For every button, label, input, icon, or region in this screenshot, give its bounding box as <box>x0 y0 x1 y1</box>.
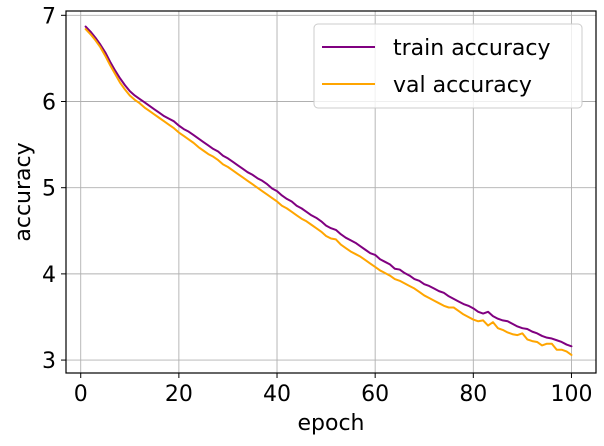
y-tick-label: 3 <box>42 349 56 374</box>
x-tick-label: 20 <box>165 382 193 407</box>
legend-box <box>313 23 583 109</box>
y-axis-label: accuracy <box>11 142 36 241</box>
series-line-train-accuracy <box>84 25 573 348</box>
legend-label-train-accuracy: train accuracy <box>393 36 550 61</box>
legend: train accuracy val accuracy <box>313 23 583 109</box>
x-tick-label: 80 <box>459 382 487 407</box>
x-axis-label: epoch <box>298 411 365 436</box>
series-lines <box>84 25 573 356</box>
x-tick-label: 100 <box>550 382 592 407</box>
x-tick-label: 40 <box>263 382 291 407</box>
y-tick-label: 4 <box>42 263 56 288</box>
x-tick-label: 0 <box>74 382 88 407</box>
y-tick-label: 5 <box>42 177 56 202</box>
plot-frame <box>65 10 597 374</box>
axis-ticks: 0 20 40 60 80 100 3 4 5 6 7 <box>42 4 592 407</box>
legend-label-val-accuracy: val accuracy <box>393 73 532 98</box>
y-tick-label: 7 <box>42 4 56 29</box>
y-tick-label: 6 <box>42 91 56 116</box>
x-tick-label: 60 <box>361 382 389 407</box>
series-line-val-accuracy <box>84 28 573 356</box>
